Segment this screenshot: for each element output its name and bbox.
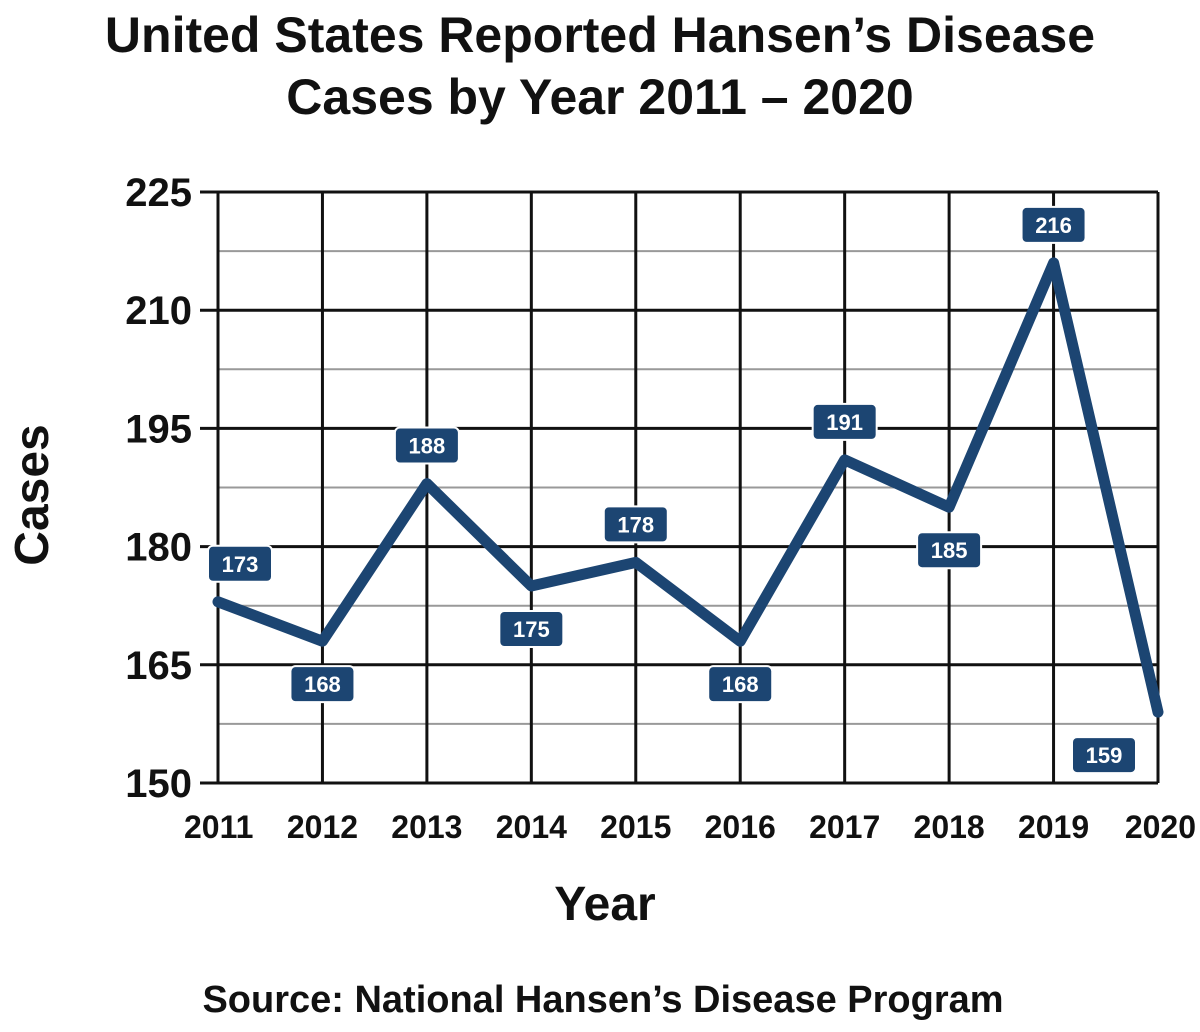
y-tick-label: 210: [125, 289, 192, 333]
x-tick-label: 2012: [287, 809, 358, 845]
x-tick-label: 2017: [809, 809, 880, 845]
data-label-box: [916, 531, 983, 570]
data-label-text: 159: [1086, 743, 1123, 768]
data-label: 168: [289, 665, 356, 704]
data-label-text: 178: [617, 512, 654, 537]
data-label-box: [707, 665, 774, 704]
data-label-text: 175: [513, 617, 550, 642]
data-label: 216: [1020, 205, 1087, 244]
data-label-box: [811, 402, 878, 441]
x-tick-label: 2013: [391, 809, 462, 845]
data-label: 191: [811, 402, 878, 441]
x-tick-label: 2016: [705, 809, 776, 845]
y-tick-label: 225: [125, 171, 192, 215]
series-line-group: [212, 257, 1164, 718]
data-label-text: 168: [722, 672, 759, 697]
data-label: 185: [916, 531, 983, 570]
data-label-box: [393, 426, 460, 465]
x-tick-label: 2019: [1018, 809, 1089, 845]
data-label-box: [602, 505, 669, 544]
data-label-text: 173: [222, 552, 259, 577]
data-label-text: 191: [826, 410, 863, 435]
data-label: 188: [393, 426, 460, 465]
data-label: 159: [1071, 736, 1137, 775]
data-label-text: 188: [409, 434, 446, 459]
data-labels: 173 168 188 175 178 168 191 185 216 159: [207, 205, 1137, 775]
x-tick-label: 2020: [1125, 809, 1196, 845]
chart-title-line-1: United States Reported Hansen’s Disease: [105, 7, 1095, 63]
data-label: 175: [498, 610, 565, 648]
data-label: 178: [602, 505, 669, 544]
x-axis-label: Year: [554, 878, 655, 931]
x-tick-label: 2014: [496, 809, 567, 845]
data-label: 168: [707, 665, 774, 704]
y-tick-label: 165: [125, 644, 192, 688]
data-label-box: [289, 665, 356, 704]
y-tick-label: 180: [125, 526, 192, 570]
data-label-box: [498, 610, 565, 648]
y-tick-label: 150: [125, 762, 192, 806]
chart-title-line-2: Cases by Year 2011 – 2020: [286, 69, 913, 125]
y-axis-label: Cases: [6, 424, 59, 565]
data-label: 173: [207, 544, 273, 583]
source-note: Source: National Hansen’s Disease Progra…: [202, 979, 1003, 1021]
y-tick-label: 195: [125, 407, 192, 451]
data-label-box: [207, 544, 273, 583]
data-label-text: 216: [1035, 213, 1072, 238]
x-tick-label: 2018: [914, 809, 985, 845]
data-label-text: 185: [931, 538, 968, 563]
data-label-box: [1020, 205, 1087, 244]
x-tick-label: 2011: [184, 809, 253, 845]
data-label-text: 168: [304, 672, 341, 697]
data-label-box: [1071, 736, 1137, 775]
series-line: [212, 257, 1164, 718]
tick-labels: 150 165 180 195 210 225 2011 2012 2013 2014 2015 20…: [125, 171, 1196, 845]
x-tick-label: 2015: [600, 809, 671, 845]
